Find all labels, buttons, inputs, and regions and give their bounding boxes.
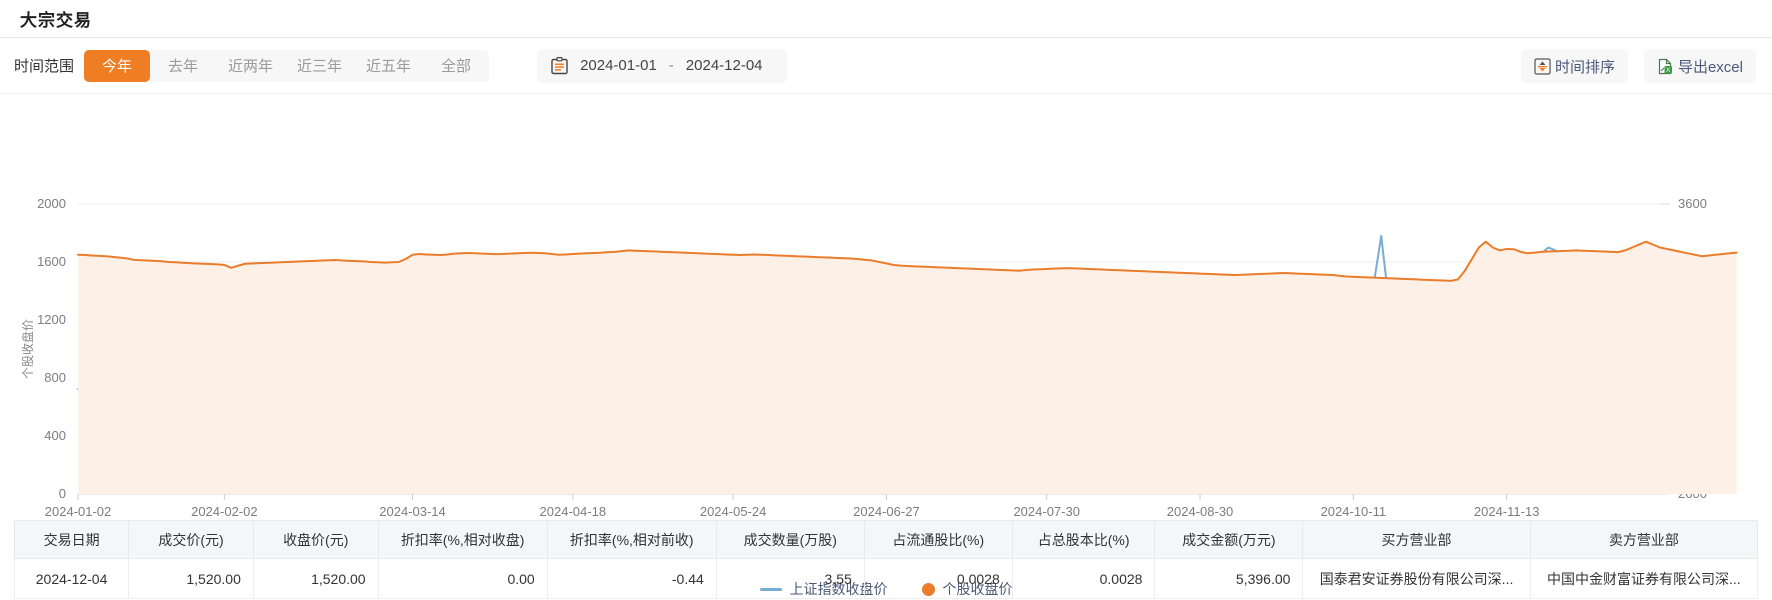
table-header-cell: 占流通股比(%) bbox=[863, 520, 1013, 559]
excel-icon: X bbox=[1658, 58, 1672, 74]
date-end: 2024-12-04 bbox=[685, 57, 763, 74]
price-chart: 0400800120016002000260028003000320034003… bbox=[0, 94, 1772, 597]
x-axis-tick: 2024-08-30 bbox=[1167, 504, 1234, 519]
date-separator: - bbox=[668, 57, 674, 74]
y-axis-tick-right: 3600 bbox=[1678, 196, 1707, 211]
table-header-cell: 折扣率(%,相对前收) bbox=[546, 520, 717, 559]
table-cell-total-ratio: 0.0028 bbox=[1011, 558, 1156, 599]
date-start: 2024-01-01 bbox=[580, 57, 657, 74]
table-cell-discount-prev: -0.44 bbox=[546, 558, 717, 599]
table-cell-volume: 3.55 bbox=[715, 558, 865, 599]
date-range-picker[interactable]: 2024-01-01 - 2024-12-04 bbox=[537, 48, 788, 83]
table-cell-date: 2024-12-04 bbox=[13, 558, 130, 599]
table-header-cell: 买方营业部 bbox=[1302, 520, 1531, 559]
time-range-tab-label: 近三年 bbox=[297, 58, 343, 75]
table-cell-deal-price: 1,520.00 bbox=[128, 558, 254, 599]
x-axis-tick: 2024-07-30 bbox=[1013, 504, 1080, 519]
time-range-tab-4[interactable]: 近五年 bbox=[354, 50, 423, 82]
x-axis-tick: 2024-05-24 bbox=[700, 504, 767, 519]
table-cell-discount-close: 0.00 bbox=[377, 558, 548, 599]
table-header-cell: 折扣率(%,相对收盘) bbox=[377, 520, 548, 559]
time-range-tabs: 今年 去年 近两年 近三年 近五年 全部 bbox=[84, 49, 490, 82]
table-header-cell: 成交价(元) bbox=[128, 520, 254, 559]
trades-table: 交易日期 成交价(元) 收盘价(元) 折扣率(%,相对收盘) 折扣率(%,相对前收) 成交… bbox=[13, 520, 1759, 599]
time-range-tab-2[interactable]: 近两年 bbox=[216, 50, 285, 82]
series-line-1 bbox=[77, 240, 1738, 282]
time-range-tab-label: 去年 bbox=[168, 58, 199, 75]
x-axis-tick: 2024-01-02 bbox=[45, 504, 112, 519]
table-header-row: 交易日期 成交价(元) 收盘价(元) 折扣率(%,相对收盘) 折扣率(%,相对前收) 成交… bbox=[13, 520, 1759, 559]
x-axis-tick: 2024-06-27 bbox=[853, 504, 920, 519]
y-axis-tick-left: 1200 bbox=[37, 312, 66, 327]
table-row[interactable]: 2024-12-04 1,520.00 1,520.00 0.00 -0.44 3.55 0… bbox=[13, 558, 1759, 599]
toolbar-actions: 时间排序 X 导出excel bbox=[1520, 49, 1756, 83]
toolbar: 时间范围 今年 去年 近两年 近三年 近五年 全部 2024-01-01 - 2024-1… bbox=[0, 38, 1772, 94]
y-axis-tick-left: 0 bbox=[59, 486, 66, 501]
time-range-tab-label: 今年 bbox=[102, 58, 133, 75]
export-excel-button[interactable]: X 导出excel bbox=[1643, 49, 1756, 83]
time-range-tab-0[interactable]: 今年 bbox=[84, 49, 151, 82]
table-header-cell: 卖方营业部 bbox=[1529, 520, 1759, 559]
time-sort-button[interactable]: 时间排序 bbox=[1520, 49, 1628, 83]
x-axis-tick: 2024-04-18 bbox=[540, 504, 607, 519]
y-axis-tick-left: 800 bbox=[44, 370, 66, 385]
y-axis-title-left: 个股收盘价 bbox=[20, 319, 35, 379]
page-header: 大宗交易 bbox=[0, 0, 1772, 38]
time-sort-label: 时间排序 bbox=[1554, 58, 1615, 76]
table-header-cell: 成交金额(万元) bbox=[1154, 520, 1304, 559]
chart-svg: 0400800120016002000260028003000320034003… bbox=[20, 196, 1738, 519]
calendar-icon bbox=[551, 56, 568, 74]
export-excel-label: 导出excel bbox=[1677, 58, 1743, 76]
y-axis-tick-left: 1600 bbox=[37, 254, 66, 269]
table-header-cell: 成交数量(万股) bbox=[715, 520, 865, 559]
series-area-1 bbox=[78, 241, 1737, 494]
table-cell-close-price: 1,520.00 bbox=[252, 558, 379, 599]
table-cell-seller: 中国中金财富证券有限公司深... bbox=[1529, 558, 1759, 599]
trades-table-wrap: 交易日期 成交价(元) 收盘价(元) 折扣率(%,相对收盘) 折扣率(%,相对前收) 成交… bbox=[13, 520, 1759, 599]
table-header-cell: 交易日期 bbox=[13, 520, 130, 559]
x-axis-tick: 2024-03-14 bbox=[379, 504, 446, 519]
time-range-tab-label: 近两年 bbox=[228, 58, 274, 75]
table-header-cell: 收盘价(元) bbox=[252, 520, 379, 559]
table-cell-float-ratio: 0.0028 bbox=[863, 558, 1013, 599]
table-cell-buyer: 国泰君安证券股份有限公司深... bbox=[1302, 558, 1531, 599]
svg-text:X: X bbox=[1666, 66, 1671, 73]
table-header-cell: 占总股本比(%) bbox=[1011, 520, 1156, 559]
y-axis-tick-left: 2000 bbox=[37, 196, 66, 211]
time-range-tab-1[interactable]: 去年 bbox=[150, 50, 216, 82]
x-axis-tick: 2024-10-11 bbox=[1321, 504, 1387, 519]
x-axis-tick: 2024-11-13 bbox=[1474, 504, 1540, 519]
time-range-tab-5[interactable]: 全部 bbox=[423, 50, 489, 82]
table-cell-amount: 5,396.00 bbox=[1154, 558, 1304, 599]
sort-icon bbox=[1534, 57, 1551, 75]
page-title: 大宗交易 bbox=[20, 11, 92, 30]
time-range-label: 时间范围 bbox=[14, 58, 75, 75]
time-range-tab-label: 近五年 bbox=[366, 58, 412, 75]
x-axis-tick: 2024-02-02 bbox=[191, 504, 258, 519]
y-axis-tick-left: 400 bbox=[44, 428, 66, 443]
time-range-tab-3[interactable]: 近三年 bbox=[285, 50, 354, 82]
time-range-tab-label: 全部 bbox=[441, 58, 472, 75]
